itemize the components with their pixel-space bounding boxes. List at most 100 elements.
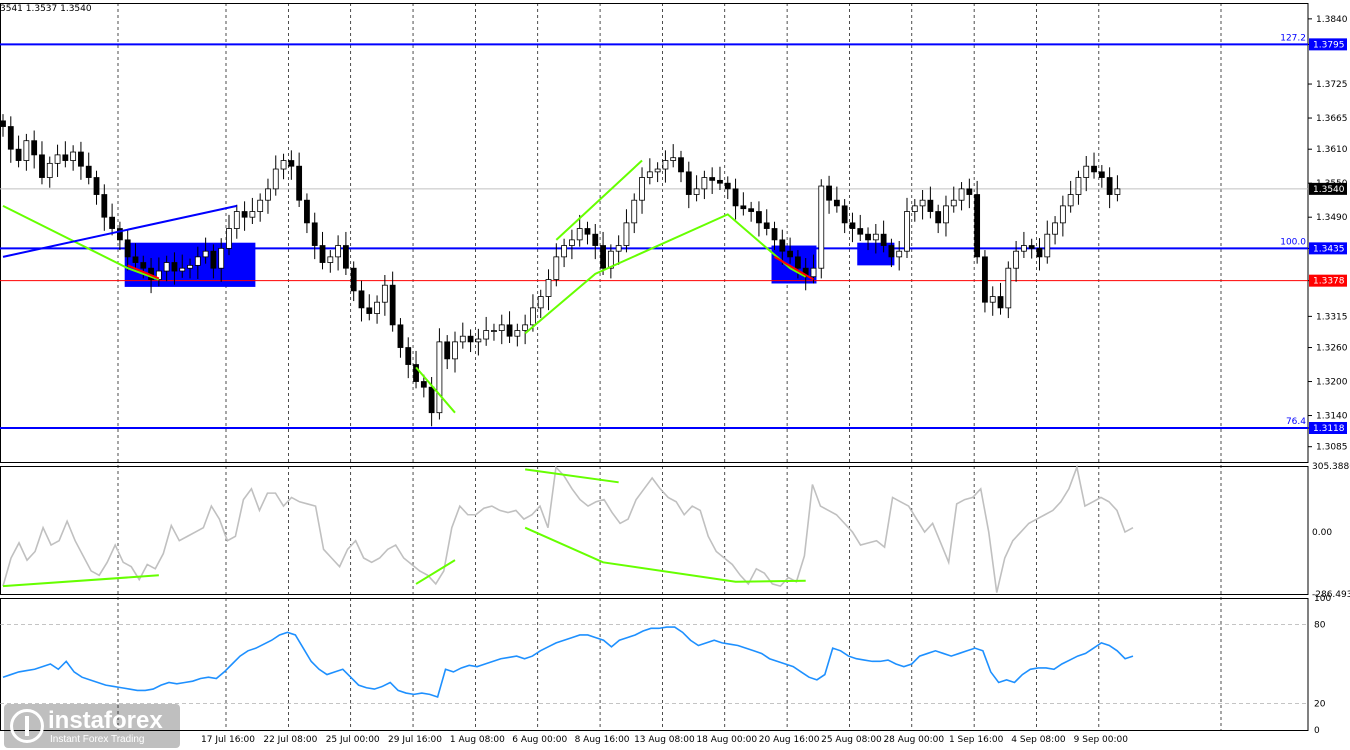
price-y-tick-label: 1.3260 (1316, 344, 1348, 354)
x-tick-label: 13 Aug 08:00 (634, 735, 695, 745)
price-tag-label: 1.3435 (1313, 244, 1345, 254)
candle-body (140, 262, 147, 269)
x-tick-label: 1 Aug 08:00 (450, 735, 505, 745)
candle-body (405, 347, 412, 365)
current-price-tag (1309, 182, 1347, 195)
candle-body (109, 216, 116, 229)
price-tag-label: 1.3118 (1313, 424, 1345, 434)
candle-body (374, 301, 380, 314)
x-tick-label: 1 Sep 16:00 (949, 735, 1004, 745)
candle-body (389, 284, 396, 326)
rsi-y-tick-label: 80 (1314, 620, 1326, 630)
candle-body (459, 335, 466, 343)
price-tag (1309, 422, 1347, 434)
candle-body (1114, 188, 1121, 195)
candle-body (288, 160, 295, 167)
candle-body (919, 199, 926, 207)
candle-body (522, 324, 529, 331)
candle-body (631, 199, 638, 224)
price-tag (1309, 242, 1347, 255)
candle-body (654, 168, 661, 173)
candle-body (841, 205, 848, 224)
trendline (774, 256, 814, 281)
candle-body (982, 256, 988, 303)
candle-body (896, 250, 903, 258)
price-y-tick-label: 1.3085 (1316, 443, 1348, 453)
x-tick-label: 8 Aug 16:00 (575, 735, 630, 745)
candle-body (226, 228, 232, 249)
candle-body (514, 330, 521, 337)
candle-body (662, 160, 669, 170)
candle-body (342, 245, 349, 269)
candle-body (39, 154, 45, 178)
price-y-tick-label: 1.3490 (1316, 213, 1348, 223)
candle-body (756, 211, 762, 224)
candle-body (545, 279, 552, 297)
candle-body (31, 140, 38, 156)
candle-body (179, 267, 186, 272)
candle-body (717, 179, 723, 184)
candle-body (888, 245, 895, 258)
candle-body (296, 165, 303, 201)
fib-level-label: 76.4 (1286, 417, 1306, 427)
candle-body (241, 211, 248, 218)
candle-body (420, 381, 427, 388)
candle-body (607, 250, 614, 269)
candle-body (23, 140, 30, 161)
x-tick-label: 18 Aug 00:00 (696, 735, 757, 745)
cci-divergence-line (525, 468, 619, 484)
rsi-line (2, 626, 1134, 699)
candle-body (452, 341, 458, 360)
candle-body (685, 171, 692, 195)
candle-body (530, 307, 536, 326)
candle-body (1091, 165, 1097, 173)
candle-body (265, 188, 271, 201)
x-tick-label: 9 Sep 00:00 (1074, 735, 1129, 745)
candle-body (865, 233, 871, 241)
price-y-tick-label: 1.3725 (1316, 80, 1348, 90)
candle-body (958, 188, 965, 201)
candle-body (950, 199, 957, 207)
candle-body (1098, 171, 1105, 178)
candle-body (46, 162, 53, 178)
price-y-tick-label: 1.3315 (1316, 312, 1348, 322)
candle-body (327, 256, 334, 263)
candle-body (724, 182, 731, 190)
candle-body (639, 177, 645, 201)
price-y-tick-label: 1.3200 (1316, 378, 1348, 388)
candle-body (272, 168, 279, 190)
candle-body (506, 324, 513, 337)
candle-body (124, 239, 131, 258)
candle-body (857, 228, 864, 235)
trendline (524, 213, 807, 335)
candle-body (670, 157, 677, 161)
rsi-panel-frame (0, 598, 1309, 731)
candle-body (366, 307, 373, 314)
price-y-tick-label: 1.3665 (1316, 114, 1348, 124)
trendline (415, 366, 456, 414)
candle-body (600, 245, 606, 269)
price-y-tick-label: 1.3140 (1316, 412, 1348, 422)
x-tick-label: 6 Aug 00:00 (512, 735, 567, 745)
candle-body (1059, 205, 1066, 224)
candle-body (748, 208, 755, 212)
candle-body (740, 205, 747, 210)
x-tick-label: 29 Jul 16:00 (388, 735, 442, 745)
fib-level-label: 100.0 (1280, 237, 1306, 247)
rsi-y-tick-label: 20 (1314, 700, 1326, 710)
candle-body (1106, 177, 1113, 195)
candle-body (116, 228, 123, 241)
x-tick-label: 20 Aug 16:00 (759, 735, 820, 745)
price-panel-frame (0, 3, 1309, 463)
candle-body (833, 199, 840, 207)
cci-y-tick-label: 305.3886 (1312, 462, 1350, 472)
candle-body (826, 185, 832, 201)
candle-body (1067, 194, 1074, 207)
cci-panel-frame (0, 466, 1309, 595)
candle-body (78, 151, 84, 167)
candle-body (436, 341, 443, 414)
candle-body (335, 245, 342, 258)
candle-body (927, 199, 934, 212)
candle-body (467, 335, 474, 343)
